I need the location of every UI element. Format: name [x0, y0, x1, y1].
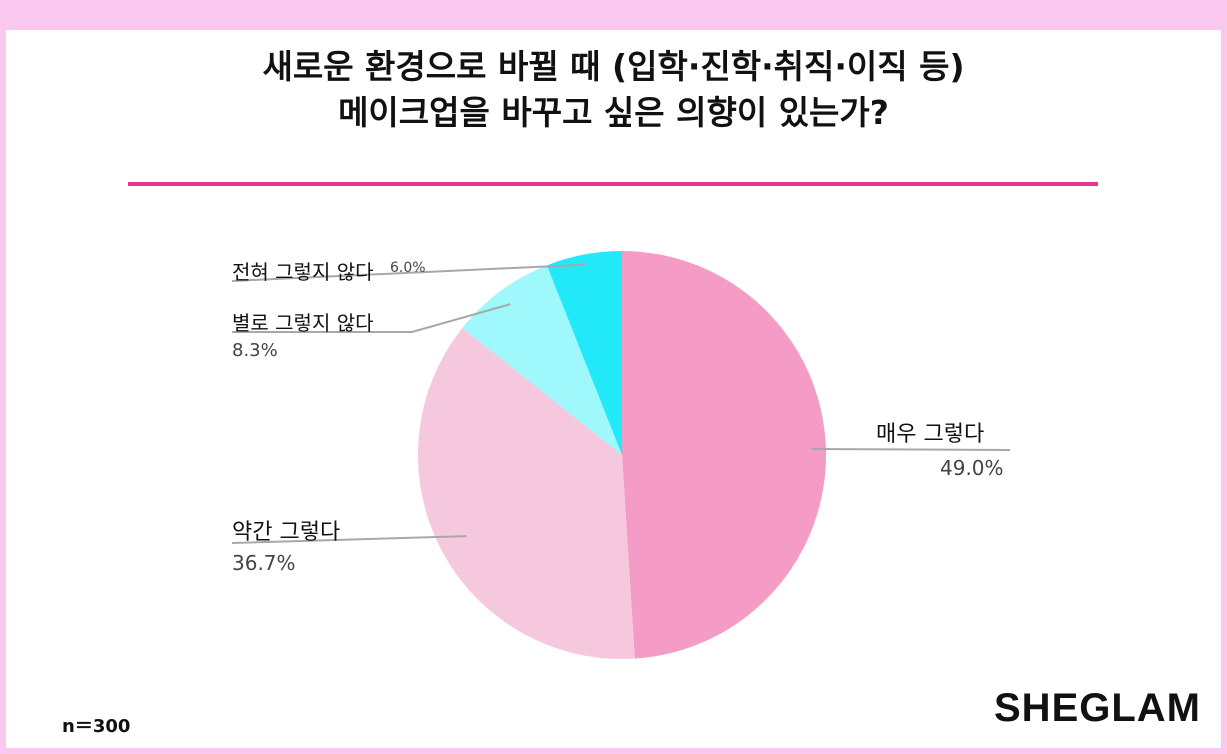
label-somewhat-yes: 약간 그렇다: [232, 520, 341, 545]
value-very-yes: 49.0%: [940, 456, 1004, 480]
slice-very-yes: [622, 251, 827, 659]
leader-somewhat-yes: [231, 535, 467, 544]
brand-logo: SHEGLAM: [994, 686, 1201, 730]
label-not-at-all: 전혀 그렇지 않다: [232, 260, 374, 284]
slice-somewhat-yes: [417, 327, 635, 660]
value-somewhat-yes: 36.7%: [232, 551, 296, 575]
label-very-yes: 매우 그렇다: [876, 422, 985, 447]
value-not-at-all: 6.0%: [390, 260, 426, 276]
title-divider: [128, 182, 1098, 186]
title-line-2: 메이크업을 바꾸고 싶은 의향이 있는가?: [338, 93, 889, 132]
value-not-really: 8.3%: [232, 340, 278, 361]
leader-not-at-all: [231, 263, 586, 282]
leader-very-yes: [811, 448, 1011, 451]
slice-not-at-all: [546, 251, 622, 455]
chart-title: 새로운 환경으로 바뀔 때 (입학·진학·취직·이직 등) 메이크업을 바꾸고 …: [0, 44, 1227, 136]
title-line-1: 새로운 환경으로 바뀔 때 (입학·진학·취직·이직 등): [262, 47, 965, 86]
label-not-really: 별로 그렇지 않다: [232, 311, 374, 335]
slice-not-really: [462, 265, 622, 455]
leader-not-really: [232, 303, 511, 333]
sample-size-note: n＝300: [62, 716, 131, 737]
